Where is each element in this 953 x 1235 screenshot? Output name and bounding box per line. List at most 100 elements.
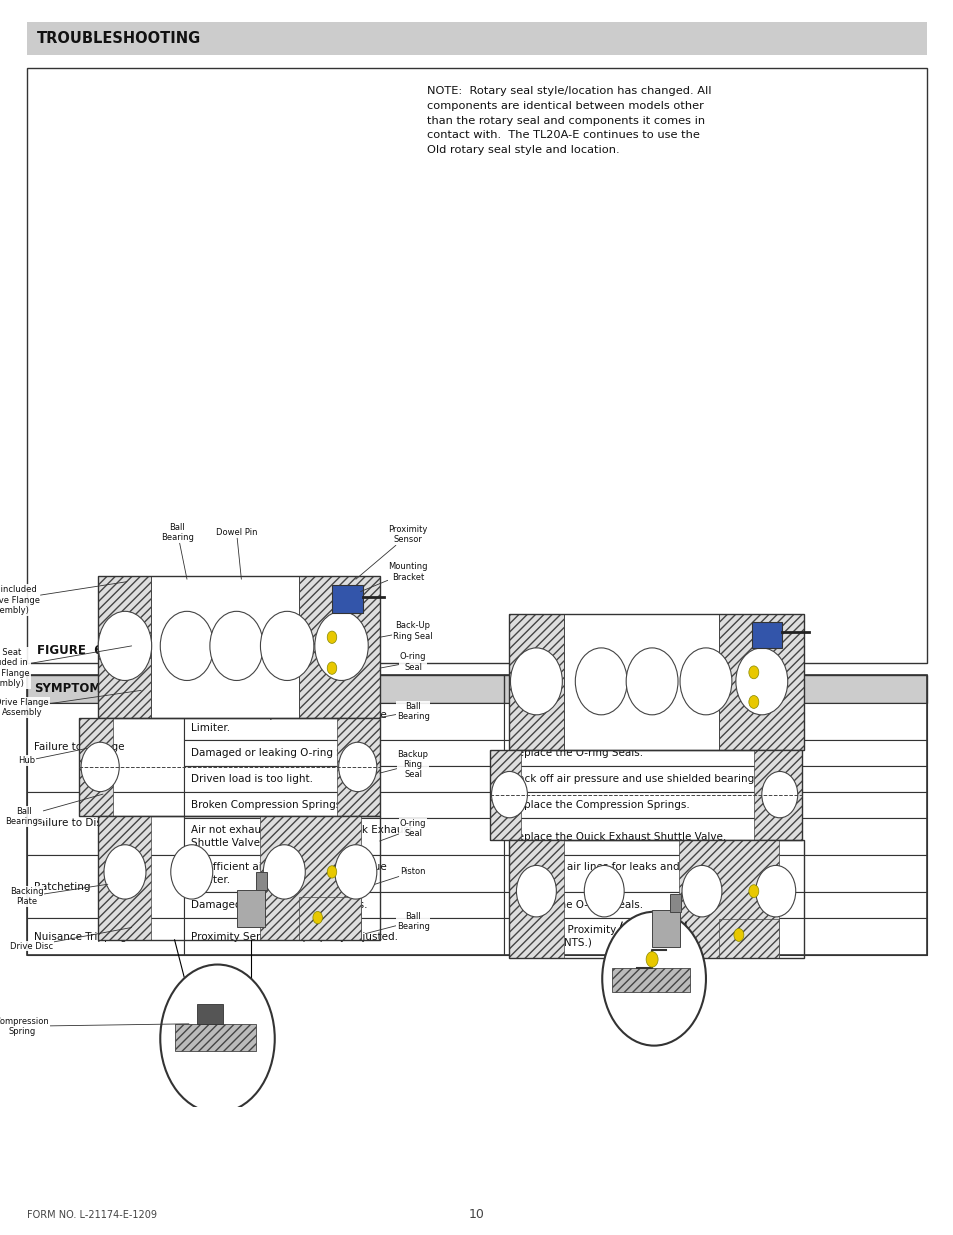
Text: Replace the O-ring Seals.: Replace the O-ring Seals. [511,748,642,758]
Bar [184,855,503,892]
Circle shape [314,611,368,680]
Text: Ball Seat
(included in
Drive Flange
Assembly): Ball Seat (included in Drive Flange Asse… [0,646,132,688]
Text: New Rotary Seal with Flexible Lip Design: New Rotary Seal with Flexible Lip Design [560,620,773,630]
Bar [174,1024,255,1051]
Bar [564,615,719,750]
Circle shape [327,866,336,878]
Text: PROBABLE CAUSE: PROBABLE CAUSE [192,683,310,695]
Text: Back off air pressure and use shielded bearings.: Back off air pressure and use shielded b… [511,774,762,784]
Circle shape [516,866,556,916]
Text: Mounting
Bracket: Mounting Bracket [360,562,428,592]
Text: Drive Disc: Drive Disc [10,927,132,951]
Bar [652,910,679,946]
Bar [184,818,503,855]
Text: Replace the O-ring Seals.: Replace the O-ring Seals. [511,900,642,910]
Bar [27,918,184,955]
Bar [669,894,680,911]
Text: FIGURE  6: FIGURE 6 [37,645,102,657]
Bar [196,1004,223,1024]
Circle shape [335,845,376,899]
Bar [679,840,778,958]
Bar [98,816,151,940]
Bar [27,703,184,792]
Text: Ratcheting: Ratcheting [34,882,91,892]
Text: Proximity Sensor not properly adjusted.: Proximity Sensor not properly adjusted. [192,931,398,941]
Bar [184,703,503,740]
Circle shape [260,611,314,680]
Circle shape [601,911,705,1046]
Bar [184,918,503,955]
Text: Broken Compression Springs.: Broken Compression Springs. [192,800,345,810]
Bar [184,892,503,918]
Circle shape [160,611,213,680]
Bar [27,676,926,955]
Circle shape [625,648,678,715]
Bar [98,576,379,718]
Bar [509,840,802,958]
Bar [503,740,926,766]
Circle shape [171,845,213,899]
Text: Ball
Bearing: Ball Bearing [379,701,429,721]
Bar [719,615,802,750]
Bar [503,792,926,818]
Text: Ball
Bearing: Ball Bearing [365,911,429,934]
Bar [503,855,926,892]
Text: SYMPTOM: SYMPTOM [34,683,101,695]
Circle shape [210,611,263,680]
Bar [98,816,379,940]
Circle shape [755,866,795,916]
Bar [332,585,362,613]
Text: Nuisance Tripping: Nuisance Tripping [34,931,127,941]
Text: Check the air lines for leaks and replace damaged
air lines.: Check the air lines for leaks and replac… [511,862,773,884]
Text: Ball
Bearing: Ball Bearing [161,522,193,579]
Bar [489,750,521,840]
Text: Damaged or leaking O-ring Seals.: Damaged or leaking O-ring Seals. [192,748,368,758]
Circle shape [510,648,561,715]
Circle shape [338,742,376,792]
Text: Proximity
Sensor: Proximity Sensor [355,525,428,579]
Circle shape [491,772,527,818]
Text: Old Rotary Seal Design: Old Rotary Seal Design [132,620,252,630]
Bar [255,872,267,890]
Bar [336,718,379,816]
Bar [236,890,265,927]
Bar [489,750,801,840]
Circle shape [733,929,743,941]
Bar [98,576,151,718]
Bar [27,22,926,56]
Text: Adjust the Proximity Sensor (See
ADJUSTMENTS.): Adjust the Proximity Sensor (See ADJUSTM… [511,925,681,947]
Bar [79,718,112,816]
Bar [184,740,503,766]
Circle shape [761,772,797,818]
Text: TROUBLESHOOTING: TROUBLESHOOTING [37,31,201,46]
Circle shape [679,648,731,715]
Circle shape [327,662,336,674]
Circle shape [575,648,626,715]
Bar [503,766,926,792]
Text: Failure to Disengage: Failure to Disengage [34,819,141,829]
Circle shape [748,666,758,679]
Text: Damaged or leaking O-ring Seals.: Damaged or leaking O-ring Seals. [192,900,368,910]
Bar [719,920,778,958]
Circle shape [160,965,274,1113]
Text: Dowel Pin: Dowel Pin [215,527,257,579]
Text: Ball (included
in Drive Flange
Assembly): Ball (included in Drive Flange Assembly) [0,582,127,615]
Text: Back-Up
Ring Seal: Back-Up Ring Seal [379,621,433,641]
Bar [503,818,926,855]
Bar [503,703,926,740]
Text: O-ring
Seal: O-ring Seal [379,819,426,841]
Circle shape [98,611,152,680]
Text: Backup
Ring
Seal: Backup Ring Seal [379,750,428,779]
Text: Compression
Spring: Compression Spring [0,1016,189,1036]
Bar [27,676,926,703]
Bar [79,718,379,816]
Bar [503,918,926,955]
Bar [509,615,564,750]
Text: Air not exhausting from the Quick Exhaust
Shuttle Valve.: Air not exhausting from the Quick Exhaus… [192,825,414,847]
Circle shape [748,695,758,709]
Text: Insufficient air pressure to the Torque
Limiter.: Insufficient air pressure to the Torque … [192,710,387,732]
Circle shape [735,648,787,715]
Bar [184,792,503,818]
Text: SOLUTION: SOLUTION [511,683,578,695]
Bar [260,816,360,940]
